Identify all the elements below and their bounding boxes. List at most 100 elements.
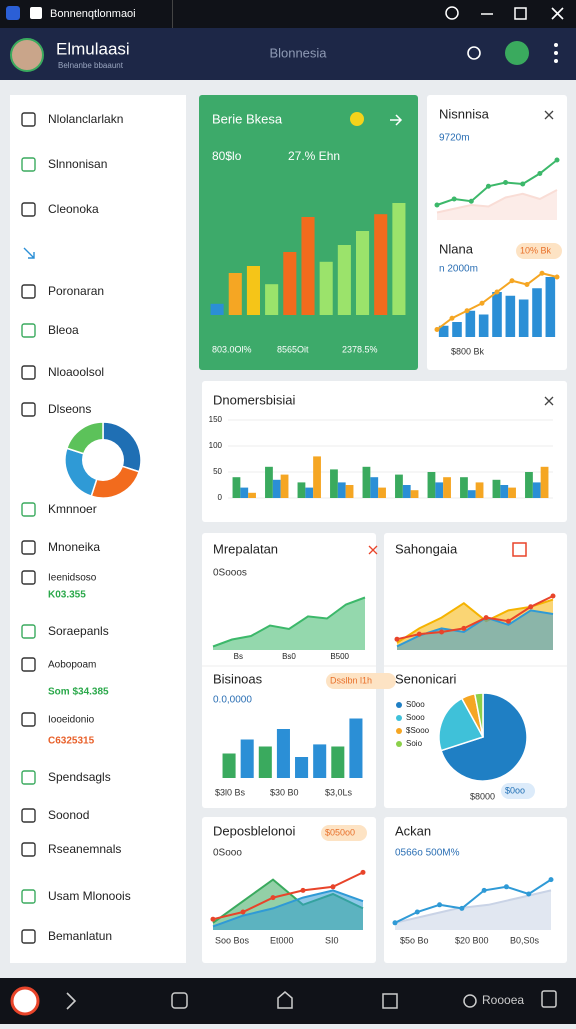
- taskbar-icon[interactable]: [463, 994, 477, 1008]
- settings-btn[interactable]: [445, 6, 459, 20]
- card-subtitle: 0Sooo: [213, 848, 242, 859]
- point: [509, 278, 515, 284]
- tray-icon[interactable]: [541, 990, 557, 1008]
- bar: [319, 261, 333, 315]
- taskbar-label[interactable]: Roooea: [482, 993, 524, 1007]
- bar: [240, 487, 249, 498]
- point: [528, 604, 534, 610]
- badge-label: Dsslbn l1h: [330, 675, 372, 685]
- maximize-btn[interactable]: [514, 7, 527, 20]
- menu-btn[interactable]: [554, 43, 558, 63]
- card-title: Senonicari: [395, 671, 457, 686]
- line: [396, 595, 554, 641]
- nav-label[interactable]: Cleonoka: [48, 202, 99, 216]
- bar: [374, 214, 388, 315]
- point: [481, 887, 487, 893]
- overview-btn[interactable]: [382, 993, 398, 1009]
- status-btn[interactable]: [505, 41, 529, 65]
- point: [485, 183, 491, 189]
- nav-label[interactable]: Aobopoam: [48, 660, 96, 671]
- nav-icon: [21, 502, 36, 517]
- bar: [337, 482, 346, 498]
- card-title: Ackan: [395, 823, 431, 838]
- nav-label[interactable]: Ieenidsoso: [48, 573, 97, 584]
- x-tick-label: B500: [330, 652, 349, 661]
- line: [396, 598, 554, 644]
- card-title: Berie Bkesa: [212, 111, 283, 126]
- nav-icon: [21, 889, 36, 904]
- badge: [326, 673, 396, 689]
- footer-label: $20 B00: [455, 935, 489, 945]
- nav-label[interactable]: Nloaoolsol: [48, 365, 104, 379]
- back-btn[interactable]: [66, 992, 77, 1010]
- nav-label[interactable]: Nlolanclarlakn: [48, 112, 123, 126]
- camera-btn[interactable]: [171, 992, 188, 1009]
- stat: 27.% Ehn: [288, 149, 340, 163]
- home-btn[interactable]: [277, 991, 293, 1009]
- y-tick-label: 50: [213, 467, 222, 476]
- point: [434, 202, 440, 208]
- bar: [492, 479, 501, 498]
- bar: [410, 490, 419, 498]
- footer-label: Soo Bos: [215, 935, 250, 945]
- nav-label[interactable]: Usam Mlonoois: [48, 889, 131, 903]
- legend-label: Sooo: [406, 713, 425, 722]
- nav-label[interactable]: Spendsagls: [48, 770, 111, 784]
- nav-icon: [23, 247, 35, 259]
- close-card[interactable]: [544, 110, 554, 120]
- nav-label[interactable]: Rseanemnals: [48, 842, 121, 856]
- nav-note: K03.355: [48, 590, 86, 601]
- card-title: Deposblelonoi: [213, 823, 296, 838]
- point: [449, 315, 455, 321]
- start-btn[interactable]: [10, 986, 40, 1016]
- card: [427, 95, 567, 370]
- close-btn[interactable]: [551, 7, 564, 20]
- bar: [349, 718, 363, 778]
- card-subtitle: n 2000m: [439, 264, 478, 275]
- app-icon: [6, 6, 20, 20]
- footer-label: $800 Bk: [451, 346, 485, 356]
- legend-label: S0oo: [406, 700, 425, 709]
- card-subtitle: 0Sooos: [213, 568, 247, 579]
- search-btn[interactable]: [467, 46, 481, 60]
- nav-icon: [21, 402, 36, 417]
- bar: [478, 314, 489, 337]
- point: [459, 905, 465, 911]
- bar: [305, 487, 314, 498]
- line: [394, 878, 552, 924]
- nav-label[interactable]: Iooeidonio: [48, 715, 95, 726]
- close-card[interactable]: [368, 545, 378, 555]
- badge-label: 10% Bk: [520, 245, 552, 255]
- point: [483, 615, 489, 621]
- nav-label[interactable]: Soonod: [48, 808, 89, 822]
- y-tick-label: 100: [209, 441, 223, 450]
- nav-label[interactable]: Bleoa: [48, 323, 79, 337]
- nav-label[interactable]: Dlseons: [48, 402, 91, 416]
- nav-label[interactable]: Kmnnoer: [48, 502, 97, 516]
- bar: [392, 203, 406, 315]
- bar: [532, 288, 542, 337]
- x-tick-label: Bs: [234, 652, 243, 661]
- close-card[interactable]: [544, 396, 554, 406]
- legend-dot: [396, 715, 402, 721]
- nav-label[interactable]: Bemanlatun: [48, 929, 112, 943]
- next-btn[interactable]: [390, 114, 403, 126]
- footer-label: Et000: [270, 935, 294, 945]
- point: [554, 157, 560, 163]
- point: [464, 308, 470, 314]
- export-btn[interactable]: [512, 542, 527, 557]
- card-title: Mrepalatan: [213, 541, 278, 556]
- card-subtitle: 0566o 500M%: [395, 848, 460, 859]
- nav-icon: [21, 540, 36, 555]
- donut-hole: [82, 439, 124, 481]
- nav-label[interactable]: Poronaran: [48, 284, 104, 298]
- nav-label[interactable]: Slnnonisan: [48, 157, 107, 171]
- nav-icon: [21, 323, 36, 338]
- footer-label: $3l0 Bs: [215, 787, 246, 797]
- avatar[interactable]: [10, 38, 44, 72]
- nav-label[interactable]: Mnoneika: [48, 540, 100, 554]
- bar: [525, 472, 533, 498]
- area: [437, 190, 557, 220]
- point: [439, 629, 445, 635]
- nav-label[interactable]: Soraepanls: [48, 624, 109, 638]
